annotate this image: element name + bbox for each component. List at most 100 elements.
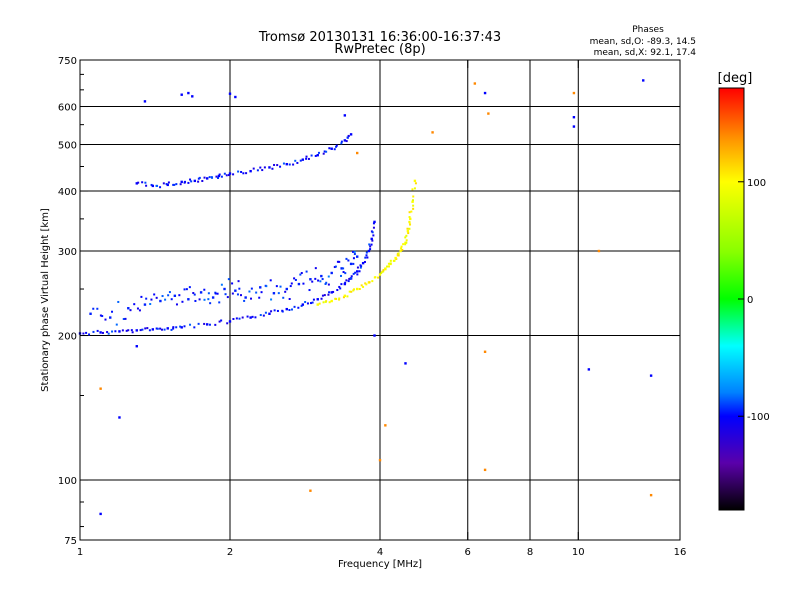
data-point: [272, 292, 276, 295]
data-point-echo: [406, 227, 409, 230]
data-point: [285, 307, 288, 311]
data-point: [285, 162, 288, 166]
data-point: [228, 172, 232, 175]
data-point: [378, 273, 382, 276]
data-point-echo: [187, 181, 190, 184]
data-point: [349, 133, 353, 136]
data-point-echo: [332, 290, 335, 293]
data-point: [151, 184, 155, 188]
data-point-echo: [392, 259, 395, 262]
data-point: [234, 289, 237, 292]
data-point-echo: [279, 165, 282, 168]
data-point: [118, 416, 121, 419]
data-point-echo: [382, 269, 385, 272]
data-point-echo: [92, 330, 95, 333]
data-point-echo: [129, 309, 132, 312]
data-point: [343, 282, 347, 286]
data-point-echo: [328, 291, 331, 294]
data-point-echo: [215, 175, 218, 178]
x-tick-label: 2: [227, 547, 233, 558]
data-point-echo: [218, 320, 221, 323]
data-point-echo: [155, 327, 158, 330]
data-point-echo: [106, 331, 109, 334]
data-point: [228, 92, 232, 95]
data-point-echo: [371, 239, 374, 242]
data-point-echo: [345, 140, 348, 143]
data-point-echo: [338, 285, 341, 288]
data-point-echo: [241, 316, 244, 319]
data-point: [642, 79, 645, 82]
data-point-echo: [223, 172, 226, 175]
data-point-echo: [245, 172, 248, 175]
data-point-echo: [288, 309, 291, 312]
chart-subtitle: RwPretec (8p): [334, 42, 425, 57]
data-point-echo: [159, 186, 162, 189]
data-point: [228, 320, 232, 323]
data-point-echo: [179, 183, 182, 186]
data-point-echo: [214, 323, 217, 326]
y-tick-label: 300: [58, 247, 77, 258]
data-point-echo: [327, 293, 330, 296]
data-point-echo: [350, 275, 353, 278]
data-point-echo: [333, 148, 336, 151]
data-point-echo: [238, 287, 241, 290]
data-point: [330, 147, 333, 150]
data-point-echo: [352, 262, 355, 265]
data-point-echo: [251, 315, 254, 318]
data-point: [193, 179, 197, 183]
data-point: [223, 287, 226, 291]
data-point: [309, 278, 312, 281]
data-point: [244, 296, 247, 299]
data-point: [89, 312, 92, 315]
data-point: [343, 114, 347, 117]
data-point-echo: [358, 270, 361, 273]
data-point-echo: [350, 277, 353, 280]
data-point-echo: [344, 272, 347, 275]
data-point-echo: [153, 293, 156, 296]
data-point: [330, 299, 333, 303]
data-point: [205, 177, 209, 180]
data-point-echo: [314, 154, 317, 157]
data-point-echo: [384, 267, 387, 270]
data-point-echo: [269, 279, 272, 282]
data-point-echo: [307, 157, 310, 160]
data-point: [473, 82, 477, 85]
data-point-echo: [115, 323, 118, 326]
data-point-echo: [344, 281, 347, 284]
data-point-echo: [294, 278, 297, 281]
data-point-echo: [203, 298, 206, 301]
data-point-echo: [365, 283, 368, 286]
data-point-echo: [227, 174, 230, 177]
data-point-echo: [203, 322, 206, 325]
data-point: [187, 91, 190, 95]
data-point-echo: [248, 290, 251, 293]
data-point: [297, 282, 301, 286]
data-point-echo: [397, 252, 400, 255]
data-point: [301, 303, 305, 306]
data-point-echo: [239, 294, 242, 297]
colorbar-ticks: 100 0 -100: [738, 178, 770, 423]
colorbar-tick-label: -100: [747, 412, 770, 423]
data-point-echo: [172, 183, 175, 186]
data-point-echo: [311, 301, 314, 304]
data-point-echo: [300, 304, 303, 307]
data-point-echo: [226, 322, 229, 325]
data-point: [378, 458, 382, 462]
data-point: [180, 93, 183, 96]
data-point-echo: [408, 211, 411, 214]
data-point-echo: [412, 204, 415, 207]
data-point-echo: [340, 142, 343, 145]
data-point: [487, 112, 490, 115]
data-point: [143, 303, 147, 306]
data-point-echo: [346, 295, 349, 298]
data-point-echo: [323, 294, 326, 297]
data-point: [343, 294, 347, 297]
data-point-echo: [335, 297, 338, 300]
data-point-echo: [189, 323, 192, 326]
data-point-echo: [197, 322, 200, 325]
data-point-echo: [198, 298, 201, 301]
data-point-echo: [381, 270, 384, 273]
data-point-echo: [302, 282, 305, 285]
x-tick-label: 8: [527, 547, 533, 558]
data-point: [411, 200, 414, 203]
